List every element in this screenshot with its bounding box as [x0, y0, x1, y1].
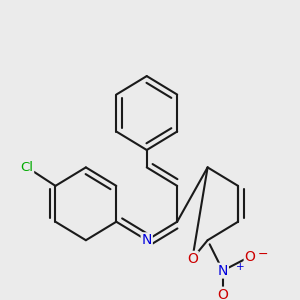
Text: −: − [258, 248, 268, 261]
Text: +: + [236, 262, 244, 272]
Text: O: O [218, 288, 228, 300]
Text: O: O [244, 250, 255, 263]
Text: O: O [187, 252, 198, 266]
Text: N: N [142, 233, 152, 247]
Text: N: N [218, 264, 228, 278]
Text: Cl: Cl [21, 161, 34, 174]
